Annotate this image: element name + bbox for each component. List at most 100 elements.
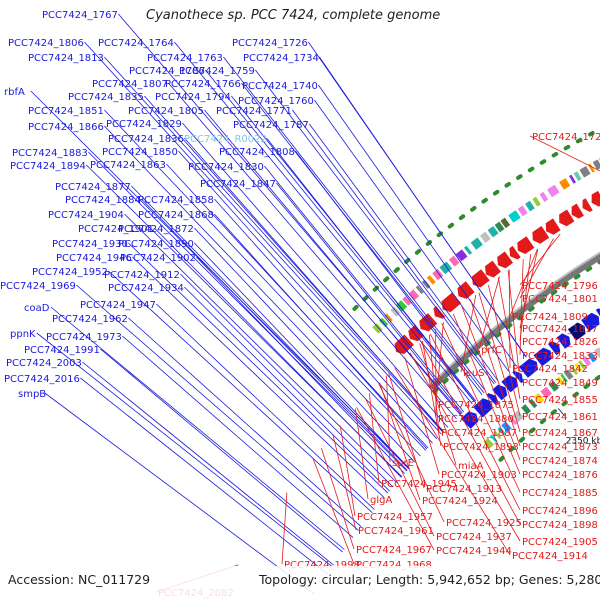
dotted-guide-ring-0 (352, 126, 600, 311)
gene-label-connector (264, 165, 465, 413)
gene-label-connector (478, 292, 521, 433)
gene-label: PCC7424_1850 (102, 147, 178, 158)
gene-label-connector (182, 122, 449, 428)
reverse-strand-gene-5 (457, 281, 475, 299)
gene-label: PCC7424_1805 (128, 106, 204, 117)
outer-cog-ring-segment-26 (559, 178, 571, 190)
gene-label-connector (128, 317, 362, 527)
gene-label-connector (519, 233, 561, 286)
gene-label: PCC7424_1807 (92, 79, 168, 90)
gene-label-connector (84, 41, 442, 435)
gene-label: PCC7424_1961 (358, 526, 434, 537)
gene-label: PCC7424_1809 (512, 312, 588, 323)
reverse-strand-gene-10 (517, 236, 535, 254)
forward-strand-gene-2 (486, 393, 498, 406)
gene-label: PCC7424_1874 (522, 456, 598, 467)
gene-label-connector (255, 69, 495, 385)
gene-label: PCC7424_1855 (522, 395, 598, 406)
outer-cog-ring-segment-21 (517, 205, 528, 217)
outer-cog-ring-segment-14 (463, 245, 473, 255)
gene-label: PCC7424_1767 (42, 10, 118, 21)
gene-label-connector (419, 343, 457, 466)
gene-label: PCC7424_1851 (28, 106, 104, 117)
gene-label: PCC7424_1861 (522, 412, 598, 423)
gene-label: PCC7424_1759 (179, 66, 255, 77)
gene-label-connector (100, 348, 343, 553)
gene-label-connector (478, 276, 500, 350)
gene-label-connector (104, 125, 421, 457)
outer-cog-ring-segment-25 (547, 184, 560, 198)
gene-label: PCC7424_1898 (522, 520, 598, 531)
scale-label: 2350 kbp (566, 436, 600, 446)
gene-label-connector (428, 334, 440, 433)
gene-label: PCC7424_1847 (200, 179, 276, 190)
gene-label: PCC7424_1937 (436, 532, 512, 543)
gene-label-connector (314, 99, 510, 372)
gene-label: PCC7424_1858 (138, 195, 214, 206)
gene-label: PCC7424_1875 (438, 400, 514, 411)
gene-label: PCC7424_1842 (512, 364, 588, 375)
gene-label-connector (409, 352, 521, 542)
gene-label: PCC7424_1957 (357, 512, 433, 523)
gene-label: PCC7424_1962 (52, 314, 128, 325)
gene-label-connector (82, 361, 334, 566)
gene-label: PCC7424_R0022 (184, 134, 267, 145)
gene-label: PCC7424_1904 (48, 210, 124, 221)
gene-label-connector (184, 286, 390, 492)
gene-label-connector (88, 151, 408, 472)
inner-cog-ring-segment-6 (512, 410, 524, 423)
footer-band (0, 566, 600, 600)
reverse-strand-gene-16 (591, 190, 600, 207)
forward-strand-gene-11 (581, 312, 600, 332)
reverse-strand-gene-11 (532, 226, 550, 244)
backbone-ring (428, 252, 600, 391)
gene-label: PCC7424_1944 (436, 546, 512, 557)
forward-strand-gene-10 (567, 322, 586, 341)
inner-cog-ring-segment-17 (578, 360, 586, 370)
inner-cog-ring-segment-20 (594, 347, 600, 358)
gene-label-connector (184, 137, 444, 433)
gene-label: PCC7424_1945 (381, 479, 457, 490)
inner-cog-ring-segment-10 (540, 386, 552, 399)
gene-label-connector (104, 56, 444, 433)
gene-label: PCC7424_1786 (129, 66, 205, 77)
gene-label: PCC7424_1868 (138, 210, 214, 221)
gene-label-connector (420, 342, 521, 525)
gene-label-connector (488, 285, 521, 417)
gene-label: leuS (463, 368, 485, 379)
gene-label-connector (470, 299, 521, 447)
outer-cog-ring-segment-31 (592, 159, 600, 171)
outer-cog-ring-segment-23 (532, 196, 541, 207)
outer-cog-ring-segment-24 (539, 191, 549, 202)
map-title: Cyanothece sp. PCC 7424, complete genome (146, 8, 441, 23)
outer-cog-ring-segment-15 (470, 237, 483, 250)
inner-cog-ring-segment-0 (483, 438, 494, 449)
forward-strand-gene-9 (556, 333, 571, 349)
outer-cog-ring-segment-9 (426, 275, 436, 285)
gene-label-connector (435, 322, 444, 405)
gene-label-connector (507, 270, 521, 383)
gene-label: PCC7424_1726 (232, 38, 308, 49)
inner-cog-ring-segment-18 (582, 356, 592, 367)
gene-label: PCC7424_1890 (118, 239, 194, 250)
dotted-guide-ring-2 (498, 374, 600, 462)
gene-label-connector (429, 333, 521, 511)
outer-cog-ring-segment-10 (432, 268, 444, 281)
gene-label-connector (80, 377, 328, 575)
reverse-strand-gene-6 (471, 269, 490, 288)
gene-label: PCC7424_1973 (46, 332, 122, 343)
gene-label-connector (332, 434, 357, 531)
outer-cog-ring-segment-7 (415, 285, 424, 295)
gene-label-connector (441, 323, 521, 493)
forward-strand-gene-7 (533, 347, 552, 367)
outer-cog-ring-segment-27 (569, 174, 576, 184)
gene-label-connector (519, 253, 532, 342)
gene-label: PCC7424_1849 (522, 378, 598, 389)
inner-cog-ring-segment-3 (497, 426, 506, 436)
outer-cog-ring-segment-13 (455, 249, 468, 262)
gene-label: prfC (481, 345, 502, 356)
gene-label: PCC7424_1808 (219, 147, 295, 158)
topology-summary: Topology: circular; Length: 5,942,652 bp… (259, 572, 600, 587)
gene-label: smpB (18, 389, 46, 400)
